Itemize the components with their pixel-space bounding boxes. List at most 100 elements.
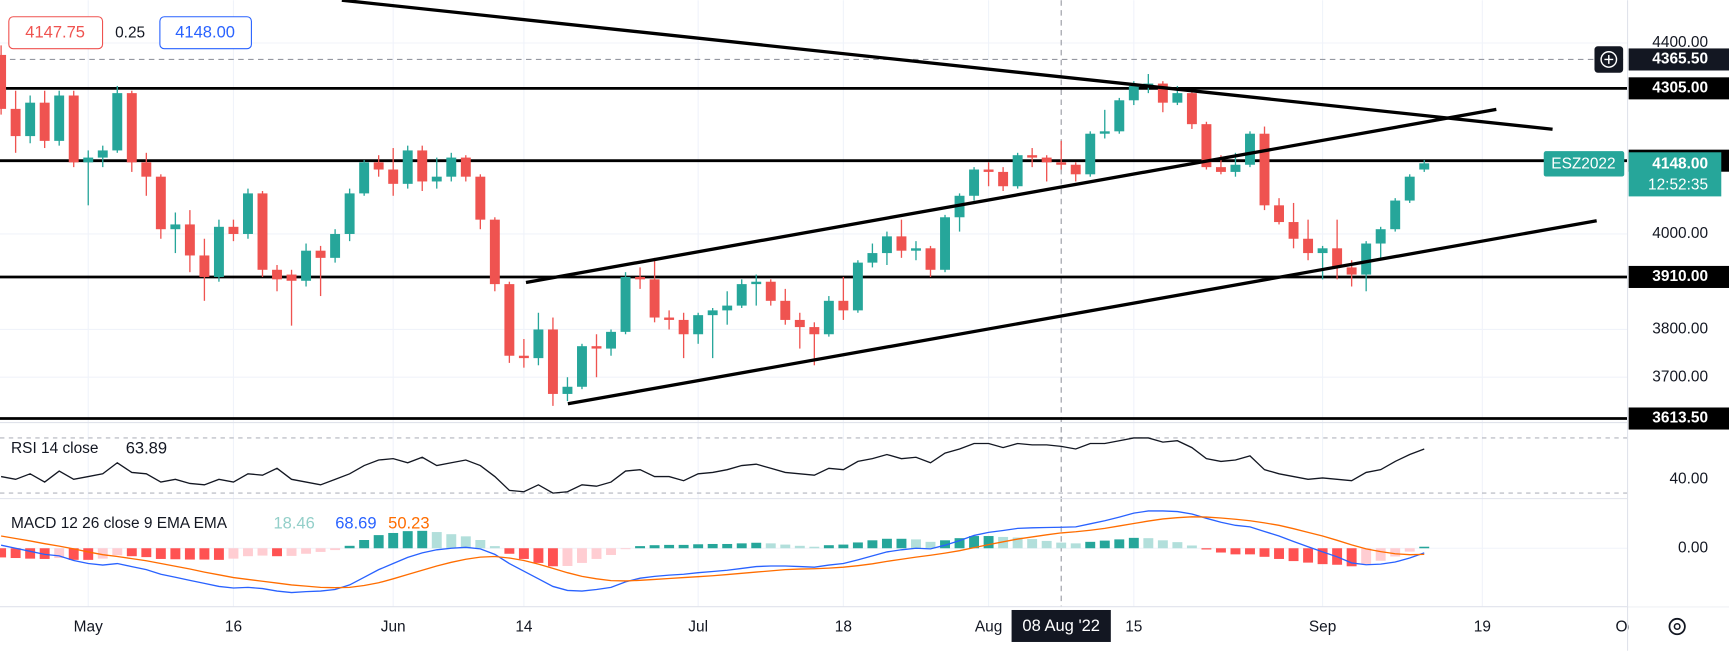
macd-histogram-bar bbox=[1375, 548, 1386, 561]
macd-histogram-bar bbox=[141, 548, 152, 558]
macd-histogram-bar bbox=[431, 532, 442, 549]
ask: 4148.00 bbox=[175, 23, 235, 42]
candle-body bbox=[1085, 133, 1096, 175]
candle-body bbox=[504, 284, 515, 356]
candle-body bbox=[547, 329, 558, 394]
x-tick-label: Jun bbox=[381, 619, 406, 636]
x-tick-label: Sep bbox=[1309, 619, 1336, 636]
signal-line bbox=[0, 516, 1425, 589]
macd-histogram-bar bbox=[707, 543, 718, 549]
candle-body bbox=[881, 236, 892, 254]
macd-histogram-bar bbox=[606, 548, 616, 555]
candle-body bbox=[1114, 100, 1125, 132]
candle-body bbox=[1259, 133, 1270, 206]
macd-histogram-bar bbox=[794, 545, 805, 549]
candle-body bbox=[823, 300, 834, 335]
macd-histogram-bar bbox=[765, 543, 776, 549]
rsi-value: 63.89 bbox=[126, 438, 167, 457]
macd-histogram-bar bbox=[983, 536, 994, 549]
bid-box[interactable] bbox=[8, 16, 104, 50]
macd-histogram-bar bbox=[243, 548, 253, 557]
settings-button[interactable] bbox=[1668, 617, 1686, 636]
spread: 0.25 bbox=[115, 24, 145, 41]
macd-histogram-bar bbox=[25, 548, 36, 559]
macd-histogram-bar bbox=[228, 548, 239, 559]
macd-histogram-bar bbox=[1099, 540, 1110, 549]
candle-body bbox=[736, 284, 747, 306]
candle-body bbox=[170, 224, 181, 230]
macd-histogram-bar bbox=[504, 548, 515, 554]
macd-histogram-bar bbox=[998, 536, 1009, 549]
candle-body bbox=[867, 253, 878, 263]
candle-body bbox=[693, 315, 704, 335]
macd-histogram-bar bbox=[257, 548, 268, 556]
macd-histogram-bar bbox=[359, 540, 370, 549]
candle-body bbox=[562, 386, 573, 394]
last-price-box bbox=[1628, 152, 1722, 197]
macd-histogram-bar bbox=[10, 548, 21, 559]
macd-histogram-bar bbox=[1172, 542, 1183, 549]
candle-body bbox=[272, 269, 282, 280]
rsi-title: RSI 14 close bbox=[11, 440, 98, 457]
macd-histogram-bar bbox=[1012, 537, 1023, 549]
macd-histogram-bar bbox=[867, 540, 878, 549]
quote-header: 4147.75 0.25 4148.00 bbox=[8, 16, 252, 50]
x-tick-label: 15 bbox=[1125, 619, 1142, 636]
bid: 4147.75 bbox=[25, 23, 85, 42]
x-tick-label: 19 bbox=[1474, 619, 1491, 636]
trend-line[interactable] bbox=[341, 0, 1553, 131]
candle-body bbox=[751, 281, 762, 285]
candle-body bbox=[315, 250, 326, 258]
ask-box[interactable] bbox=[159, 16, 252, 50]
candle-body bbox=[388, 169, 399, 184]
macd-histogram-bar bbox=[925, 541, 936, 549]
macd-histogram-bar bbox=[112, 548, 123, 556]
rsi-tick-label: 40.00 bbox=[1669, 470, 1708, 487]
macd-histogram-bar bbox=[1215, 548, 1226, 553]
candle-body bbox=[1215, 167, 1226, 172]
candle-body bbox=[330, 233, 341, 258]
crosshair-price: 4365.50 bbox=[1652, 51, 1708, 68]
candle-body bbox=[1245, 133, 1255, 165]
trend-line[interactable] bbox=[525, 107, 1497, 285]
candle-body bbox=[998, 171, 1009, 187]
macd-histogram-bar bbox=[184, 548, 195, 560]
candle-body bbox=[68, 95, 79, 163]
macd-histogram-bar bbox=[751, 542, 762, 549]
candle-body bbox=[678, 319, 689, 335]
macd-histogram-bar bbox=[1114, 539, 1125, 549]
candle-body bbox=[620, 276, 631, 332]
candle-body bbox=[765, 281, 776, 301]
level-label: 4305.00 bbox=[1652, 79, 1708, 96]
macd-histogram-bar bbox=[852, 542, 863, 549]
macd-histogram-bar bbox=[417, 530, 428, 549]
trend-lines bbox=[341, 0, 1597, 406]
macd-histogram-bar bbox=[272, 548, 282, 557]
trend-line[interactable] bbox=[567, 219, 1597, 406]
candle-body bbox=[1404, 176, 1415, 201]
macd-histogram-bar bbox=[460, 536, 471, 549]
level-label-box bbox=[1628, 77, 1729, 100]
candle-body bbox=[911, 248, 921, 251]
candle-body bbox=[852, 262, 863, 311]
macd-histogram-bar bbox=[1259, 548, 1270, 557]
x-tick-label: Aug bbox=[975, 619, 1002, 636]
candle-body bbox=[213, 226, 224, 277]
candle-body bbox=[301, 250, 312, 281]
candle-body bbox=[606, 331, 616, 349]
macd-histogram-bar bbox=[1143, 538, 1154, 549]
macd-histogram-bar bbox=[1404, 548, 1415, 552]
macd-histogram-bar bbox=[402, 531, 413, 549]
candle-body bbox=[1157, 83, 1168, 103]
macd-histogram-bar bbox=[1085, 541, 1096, 549]
macd-histogram-bar bbox=[1419, 546, 1430, 549]
candle-body bbox=[10, 108, 21, 137]
candle-body bbox=[257, 193, 268, 270]
y-tick-label: 4000.00 bbox=[1652, 225, 1708, 242]
histogram-value: 18.46 bbox=[273, 513, 314, 532]
candle-body bbox=[983, 169, 994, 172]
candle-body bbox=[1041, 157, 1052, 163]
candle-body bbox=[155, 176, 166, 230]
macd-histogram-bar bbox=[1317, 548, 1328, 565]
